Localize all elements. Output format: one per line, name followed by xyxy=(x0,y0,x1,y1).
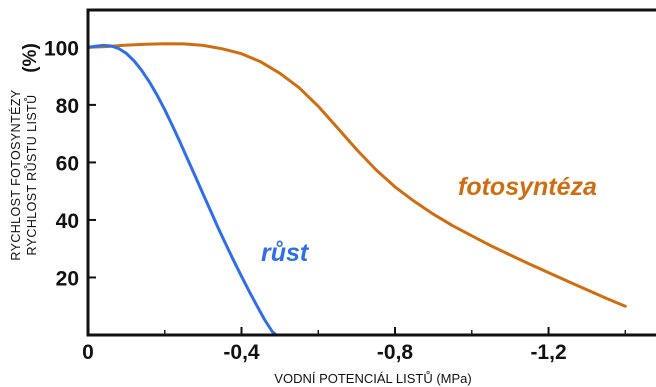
x-axis-title: VODNÍ POTENCIÁL LISTŮ (MPa) xyxy=(274,371,471,386)
y-tick-label-100: 100 xyxy=(44,37,79,60)
series-label-rust: růst xyxy=(261,239,310,267)
y-tick-label-40: 40 xyxy=(56,210,79,233)
y-tick-labels: 20 40 60 80 100 xyxy=(44,37,79,290)
x-tick-label-3: -1,2 xyxy=(530,341,566,364)
series-layer xyxy=(86,42,627,337)
y-axis-unit: (%) xyxy=(20,43,41,73)
x-tick-labels: 0 -0,4 -0,8 -1,2 xyxy=(82,341,566,364)
series-line-rust xyxy=(86,43,278,337)
x-tick-label-1: -0,4 xyxy=(223,341,260,364)
x-tick-label-0: 0 xyxy=(82,341,94,364)
axis-frame xyxy=(86,8,656,337)
x-tick-label-2: -0,8 xyxy=(377,341,414,364)
y-tick-label-60: 60 xyxy=(56,152,79,175)
y-axis-title-line2: RYCHLOST RŮSTU LISTŮ xyxy=(24,94,39,255)
series-label-fotosynteza: fotosyntéza xyxy=(458,173,597,201)
y-tick-label-20: 20 xyxy=(56,267,79,290)
series-line-fotosynteza xyxy=(86,42,627,308)
y-tick-label-80: 80 xyxy=(56,95,79,118)
y-axis-title-line1: RYCHLOST FOTOSYNTÉZY xyxy=(8,89,23,260)
